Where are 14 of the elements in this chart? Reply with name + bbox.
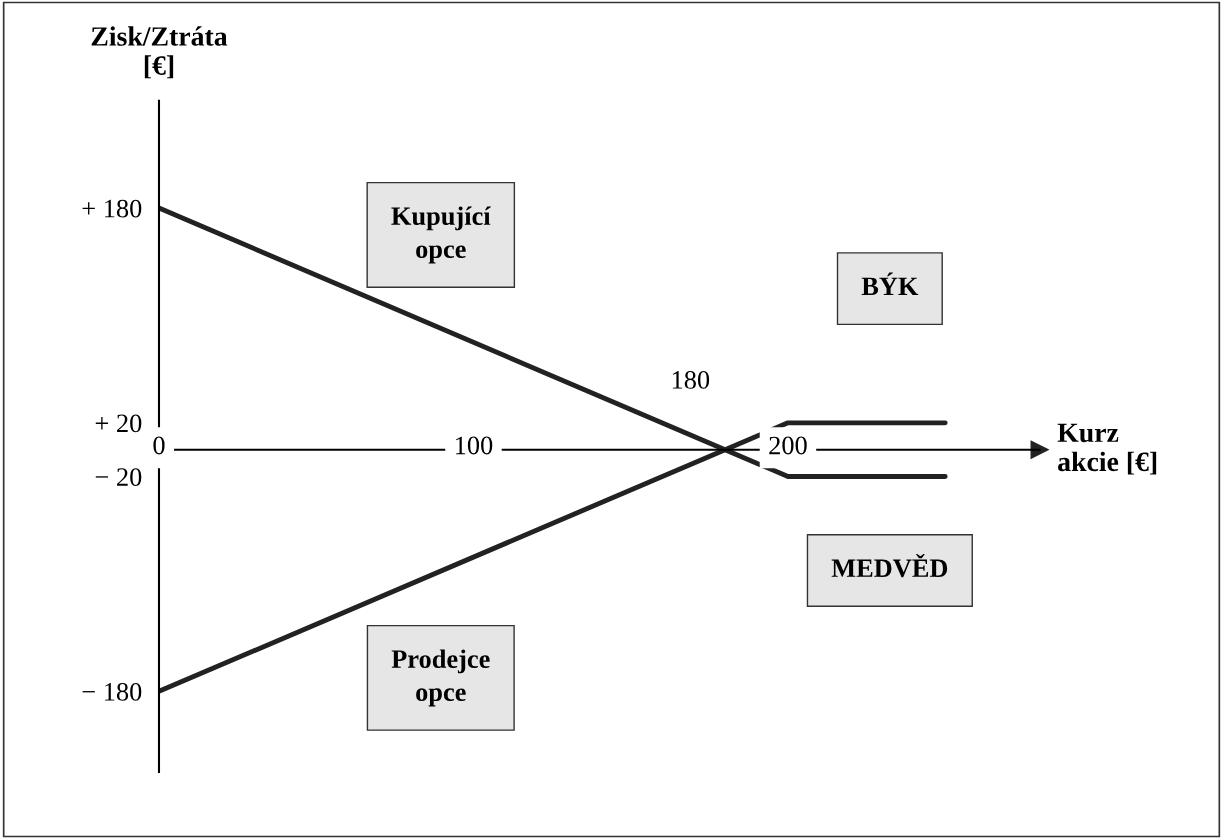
x-axis-title: Kurz akcie [€] bbox=[1057, 423, 1157, 475]
y-axis-title: Zisk/Ztráta [€] bbox=[91, 26, 228, 79]
annotation: Prodejce opce bbox=[391, 649, 490, 707]
y-tick-label: − 180 bbox=[82, 682, 142, 701]
x-tick-label: 0 bbox=[153, 436, 165, 455]
y-tick-label: + 20 bbox=[95, 414, 142, 433]
annotation: Kupující opce bbox=[391, 206, 491, 264]
x-tick-label: 100 bbox=[456, 436, 493, 455]
y-tick-label: + 180 bbox=[82, 199, 142, 218]
y-tick-label: − 20 bbox=[95, 468, 142, 486]
annotation: 180 bbox=[672, 370, 710, 389]
x-tick-label: 200 bbox=[769, 436, 807, 455]
annotation: BÝK bbox=[861, 272, 919, 296]
annotation: MEDVĚD bbox=[831, 554, 948, 578]
